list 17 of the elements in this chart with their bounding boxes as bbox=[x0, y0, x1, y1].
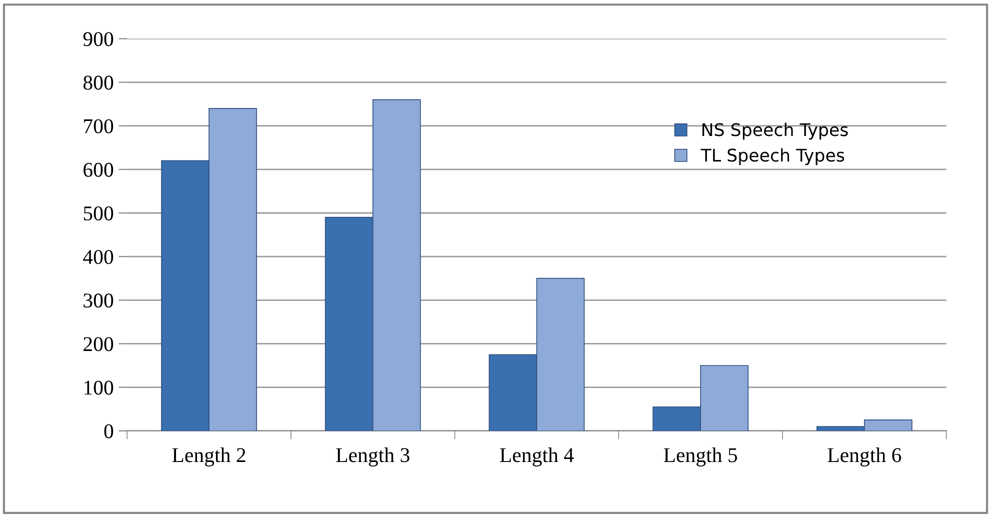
x-tick-label: Length 5 bbox=[664, 448, 738, 466]
y-tick-label: 300 bbox=[84, 294, 114, 308]
y-tick-label: 800 bbox=[83, 76, 114, 90]
legend-label: NS Speech Types bbox=[702, 122, 848, 140]
y-tick-label: 500 bbox=[84, 206, 114, 220]
y-tick-label: 100 bbox=[84, 380, 114, 395]
y-tick-label: 900 bbox=[83, 32, 114, 46]
y-tick-label: 400 bbox=[83, 250, 114, 264]
x-tick-label: Length 2 bbox=[172, 448, 246, 466]
x-tick-label: Length 6 bbox=[828, 448, 902, 466]
y-tick-label: 200 bbox=[84, 337, 114, 352]
y-tick-label: 700 bbox=[84, 119, 114, 134]
legend-label: TL Speech Types bbox=[700, 148, 844, 166]
x-tick-label: Length 4 bbox=[500, 448, 574, 466]
y-tick-label: 600 bbox=[84, 162, 114, 177]
x-tick-label: Length 3 bbox=[336, 448, 410, 466]
y-tick-label: 0 bbox=[104, 424, 114, 438]
